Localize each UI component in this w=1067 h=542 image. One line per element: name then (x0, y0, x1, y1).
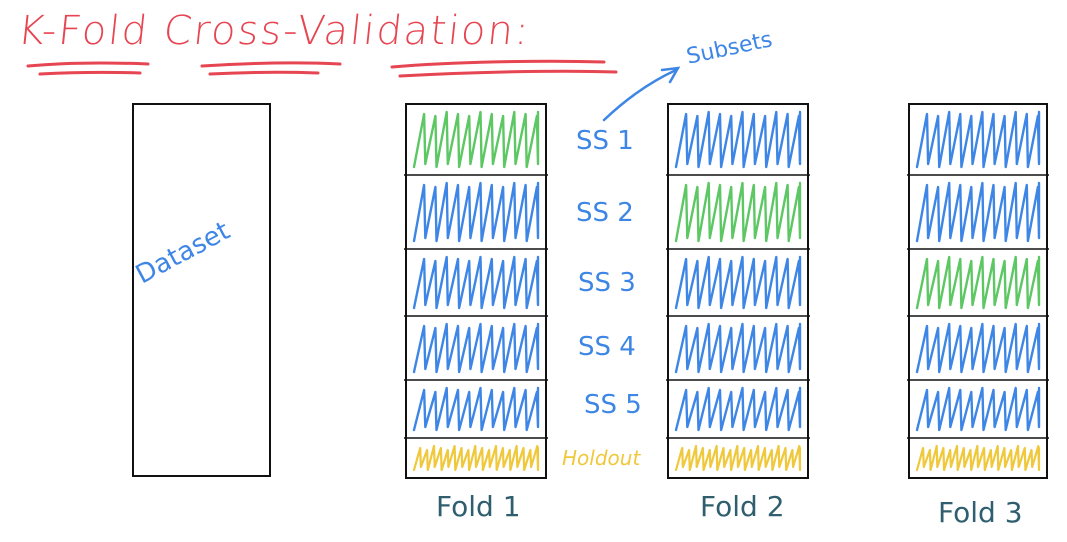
subsets-arrow (602, 66, 681, 122)
validation-subset-cell (915, 255, 1041, 310)
subset-label-2: SS 2 (576, 198, 634, 228)
fold-outline (405, 103, 547, 479)
validation-subset-cell (412, 110, 540, 169)
subset-label-5: SS 5 (584, 390, 642, 420)
fold-column-3 (907, 103, 1049, 479)
training-subset-cell (412, 322, 540, 374)
subset-label-3: SS 3 (578, 268, 636, 298)
validation-subset-cell (674, 181, 802, 243)
holdout-cell (412, 444, 540, 472)
training-subset-cell (674, 110, 802, 169)
fold-column-1 (404, 103, 548, 479)
training-subset-cell (915, 322, 1041, 374)
training-subset-cell (674, 386, 802, 432)
subset-label-1: SS 1 (576, 126, 634, 156)
training-subset-cell (915, 181, 1041, 243)
training-subset-cell (915, 110, 1041, 169)
title-underlines (26, 59, 618, 78)
training-subset-cell (674, 322, 802, 374)
holdout-cell (674, 444, 802, 472)
fold-column-2 (666, 103, 810, 479)
training-subset-cell (412, 386, 540, 432)
dataset-box (132, 103, 271, 477)
fold-label-3: Fold 3 (938, 496, 1023, 529)
fold-label-1: Fold 1 (436, 490, 521, 523)
holdout-label: Holdout (562, 446, 641, 470)
fold-outline (667, 103, 809, 479)
folds-group (404, 103, 1049, 479)
subset-label-4: SS 4 (578, 332, 636, 362)
training-subset-cell (915, 386, 1041, 432)
fold-label-2: Fold 2 (700, 490, 785, 523)
training-subset-cell (412, 255, 540, 310)
training-subset-cell (674, 255, 802, 310)
holdout-cell (915, 444, 1041, 472)
training-subset-cell (412, 181, 540, 243)
page-title: K-Fold Cross-Validation: (15, 8, 533, 54)
fold-outline (908, 103, 1048, 479)
